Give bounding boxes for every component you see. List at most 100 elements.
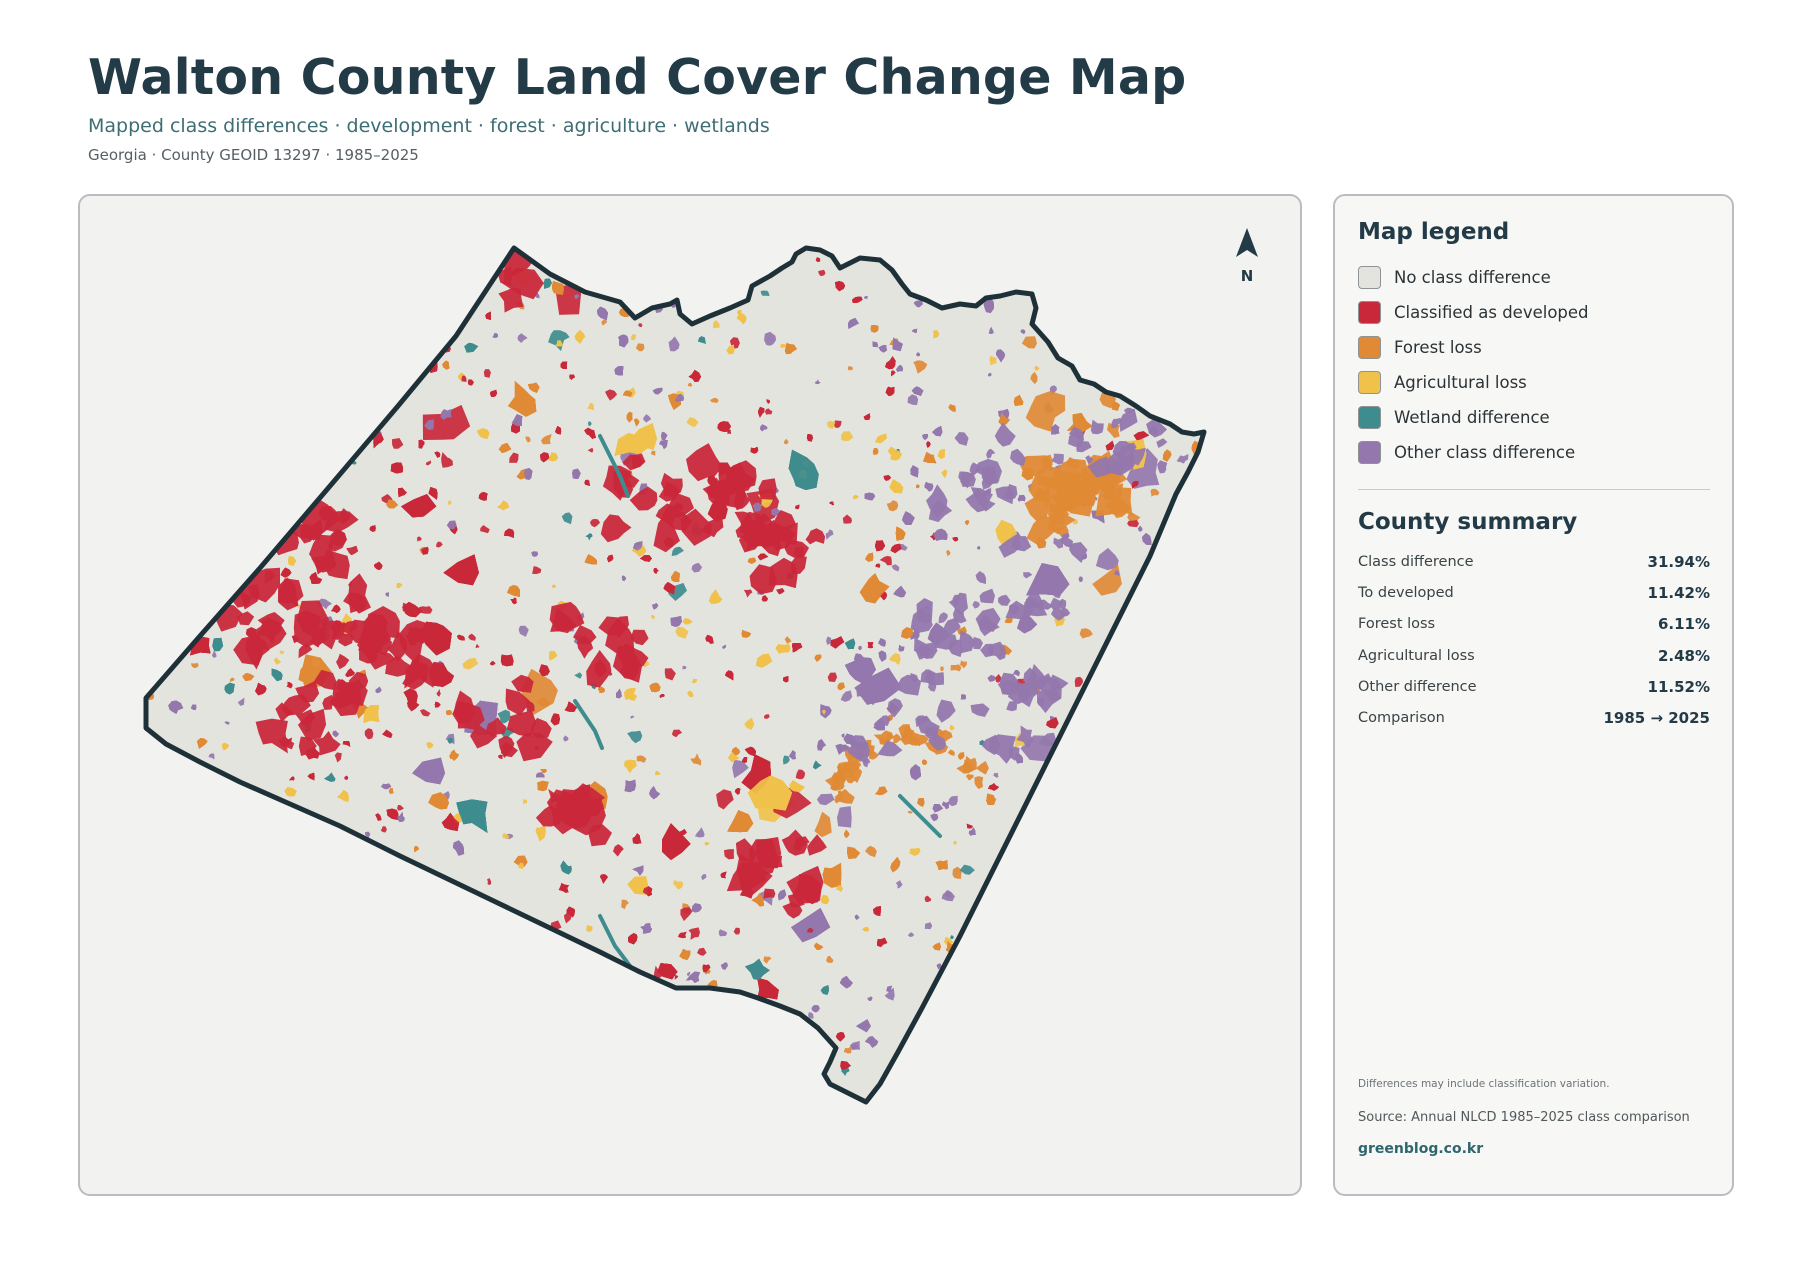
change-patch (1105, 440, 1115, 451)
change-patch (664, 668, 676, 681)
change-patch (659, 694, 665, 698)
change-patch (844, 638, 856, 650)
change-patch (875, 786, 888, 796)
county-boundary (143, 245, 1207, 1105)
change-patch (540, 452, 550, 463)
change-patch (891, 370, 896, 377)
change-patch (813, 760, 822, 770)
change-patch (979, 588, 995, 604)
change-patch (948, 592, 968, 616)
change-patch (297, 708, 327, 741)
change-patch (922, 759, 928, 765)
change-patch (374, 561, 383, 570)
change-patch (497, 500, 510, 511)
change-patch (1142, 533, 1152, 545)
change-patch (478, 492, 488, 501)
change-patch (630, 423, 657, 450)
change-patch (806, 434, 813, 442)
change-patch (375, 813, 382, 821)
change-patch (513, 855, 528, 867)
change-patch (886, 500, 899, 512)
change-patch (973, 636, 983, 650)
change-patch (1085, 455, 1094, 464)
change-patch (972, 601, 980, 609)
legend-title: Map legend (1358, 219, 1510, 245)
change-patch (627, 693, 637, 701)
change-patch (686, 971, 691, 976)
change-patch (842, 514, 852, 524)
legend-swatch (1358, 441, 1381, 464)
change-patch (691, 562, 703, 573)
change-patch (726, 344, 735, 355)
change-patch (313, 731, 341, 756)
change-patch (830, 782, 839, 791)
change-patch (933, 528, 948, 541)
summary-title: County summary (1358, 509, 1578, 535)
change-patch (926, 441, 931, 448)
change-patch (680, 907, 693, 922)
change-patch (928, 499, 953, 523)
change-patch (771, 508, 781, 516)
change-patch (747, 557, 757, 564)
change-patch (745, 958, 770, 980)
change-patch (883, 475, 892, 481)
change-patch (941, 891, 955, 902)
map-panel[interactable]: N (78, 194, 1302, 1196)
change-patch (441, 452, 453, 468)
change-patch (309, 572, 323, 584)
change-patch (986, 793, 996, 805)
change-patch (760, 424, 768, 432)
legend-item-other-difference: Other class difference (1358, 435, 1710, 470)
summary-label: Agricultural loss (1358, 647, 1475, 664)
change-patch (563, 735, 569, 742)
change-patch (638, 323, 643, 328)
change-patch (574, 672, 583, 679)
change-patch (475, 644, 480, 649)
change-patch (981, 734, 1001, 756)
change-patch (1150, 488, 1160, 497)
change-patch (605, 389, 618, 401)
change-patch (614, 366, 624, 376)
change-patch (915, 484, 920, 489)
change-patch (736, 313, 747, 325)
change-patch (975, 571, 986, 584)
change-patch (898, 644, 905, 652)
change-patch (586, 925, 593, 932)
change-patch (649, 682, 661, 693)
change-patch (873, 719, 885, 729)
change-patch (697, 947, 707, 956)
change-patch (336, 653, 350, 670)
change-patch (1079, 628, 1093, 639)
change-patch (509, 452, 519, 463)
change-patch (791, 908, 831, 943)
change-patch (573, 624, 597, 645)
change-patch (895, 526, 906, 541)
change-patch (497, 709, 511, 724)
change-patch (853, 495, 859, 500)
change-patch (958, 752, 965, 760)
change-patch (837, 682, 845, 691)
change-patch (818, 269, 826, 277)
change-patch (930, 813, 939, 822)
change-patch (624, 779, 636, 793)
change-patch (728, 752, 740, 763)
change-patch (294, 709, 316, 725)
change-patch (652, 603, 659, 610)
site-link[interactable]: greenblog.co.kr (1358, 1141, 1484, 1157)
change-patch (1050, 674, 1069, 693)
change-patch (878, 638, 886, 647)
change-patch (795, 504, 800, 510)
change-patch (237, 611, 255, 626)
change-patch (835, 281, 846, 292)
change-patch (500, 654, 514, 667)
change-patch (863, 413, 871, 420)
change-patch (685, 971, 700, 983)
change-patch (952, 866, 963, 879)
change-patch (735, 838, 757, 862)
change-patch (758, 478, 777, 500)
county-map[interactable]: N (80, 196, 1302, 1196)
change-patch (965, 520, 970, 526)
change-patch (723, 849, 734, 860)
change-patch (1049, 597, 1064, 611)
change-patch (511, 414, 523, 427)
